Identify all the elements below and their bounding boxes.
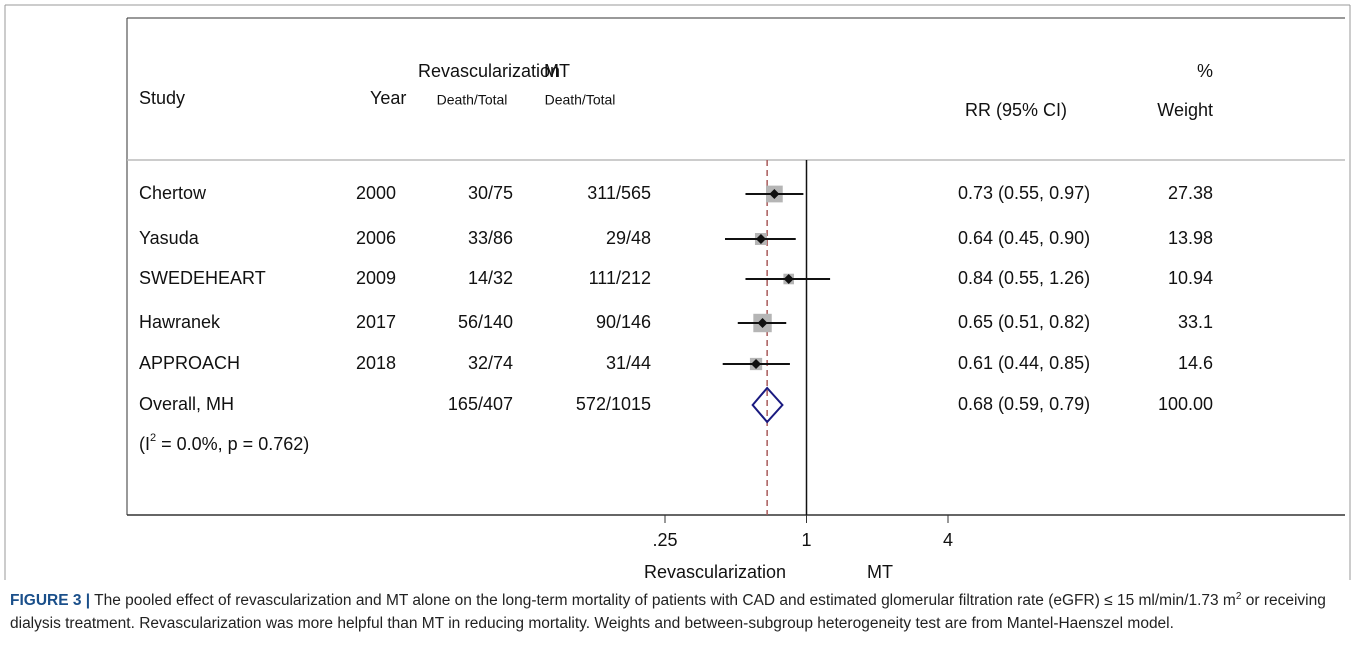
study-name: Chertow xyxy=(139,183,207,203)
x-tick-label: .25 xyxy=(652,530,677,550)
ci-text: 0.84 (0.55, 1.26) xyxy=(958,268,1090,288)
point-estimate xyxy=(755,234,766,244)
caption-text: The pooled effect of revascularization a… xyxy=(90,592,1236,610)
study-year: 2000 xyxy=(356,183,396,203)
forest-plot: Revascularization MT % Study Year Death/… xyxy=(4,4,1351,580)
group1-counts: 32/74 xyxy=(468,353,513,373)
weight-text: 33.1 xyxy=(1178,312,1213,332)
point-estimate xyxy=(783,274,794,284)
het-rest: = 0.0%, p = 0.762) xyxy=(156,434,309,454)
group2-counts: 111/212 xyxy=(589,268,651,288)
group1-counts: 33/86 xyxy=(468,228,513,248)
study-name: SWEDEHEART xyxy=(139,268,266,288)
study-name: Hawranek xyxy=(139,312,221,332)
weight-text: 14.6 xyxy=(1178,353,1213,373)
point-estimate xyxy=(769,189,780,199)
weight-text: 100.00 xyxy=(1158,394,1213,414)
ci-text: 0.64 (0.45, 0.90) xyxy=(958,228,1090,248)
col-header: Year xyxy=(370,88,406,108)
group1-counts: 56/140 xyxy=(458,312,513,332)
het-sup: 2 xyxy=(150,432,156,444)
col-subheader: Death/Total xyxy=(437,92,508,108)
overall-name: Overall, MH xyxy=(139,394,234,414)
ci-text: 0.65 (0.51, 0.82) xyxy=(958,312,1090,332)
study-year: 2006 xyxy=(356,228,396,248)
x-tick-label: 4 xyxy=(943,530,953,550)
group1-counts: 14/32 xyxy=(468,268,513,288)
col-header: Study xyxy=(139,88,185,108)
col-header: % xyxy=(1197,61,1213,81)
weight-text: 10.94 xyxy=(1168,268,1213,288)
group2-counts: 311/565 xyxy=(587,183,651,203)
x-label-left: Revascularization xyxy=(644,562,786,580)
group2-counts: 572/1015 xyxy=(576,394,651,414)
x-label-right: MT xyxy=(867,562,893,580)
col-header: Revascularization xyxy=(418,61,560,81)
group2-counts: 90/146 xyxy=(596,312,651,332)
col-header: RR (95% CI) xyxy=(965,100,1067,120)
point-estimate xyxy=(757,318,768,328)
het-prefix: (I xyxy=(139,434,150,454)
study-name: Yasuda xyxy=(139,228,200,248)
study-year: 2017 xyxy=(356,312,396,332)
caption-label: FIGURE 3 | xyxy=(10,592,91,610)
col-subheader: Death/Total xyxy=(545,92,616,108)
col-header: MT xyxy=(544,61,570,81)
caption-sup: 2 xyxy=(1235,591,1242,602)
ci-text: 0.61 (0.44, 0.85) xyxy=(958,353,1090,373)
study-year: 2009 xyxy=(356,268,396,288)
weight-text: 13.98 xyxy=(1168,228,1213,248)
group1-counts: 165/407 xyxy=(448,394,513,414)
col-header: Weight xyxy=(1157,100,1213,120)
x-tick-label: 1 xyxy=(801,530,811,550)
study-name: APPROACH xyxy=(139,353,240,373)
caption: FIGURE 3 | The pooled effect of revascul… xyxy=(10,585,1345,635)
caption-text: or receiving dialysis treatment. Revascu… xyxy=(10,592,1326,633)
group2-counts: 29/48 xyxy=(606,228,651,248)
group2-counts: 31/44 xyxy=(606,353,651,373)
study-year: 2018 xyxy=(356,353,396,373)
overall-diamond xyxy=(751,386,784,424)
group1-counts: 30/75 xyxy=(468,183,513,203)
point-estimate xyxy=(751,359,762,369)
ci-text: 0.68 (0.59, 0.79) xyxy=(958,394,1090,414)
heterogeneity: (I2 = 0.0%, p = 0.762) xyxy=(139,432,309,454)
weight-text: 27.38 xyxy=(1168,183,1213,203)
ci-text: 0.73 (0.55, 0.97) xyxy=(958,183,1090,203)
